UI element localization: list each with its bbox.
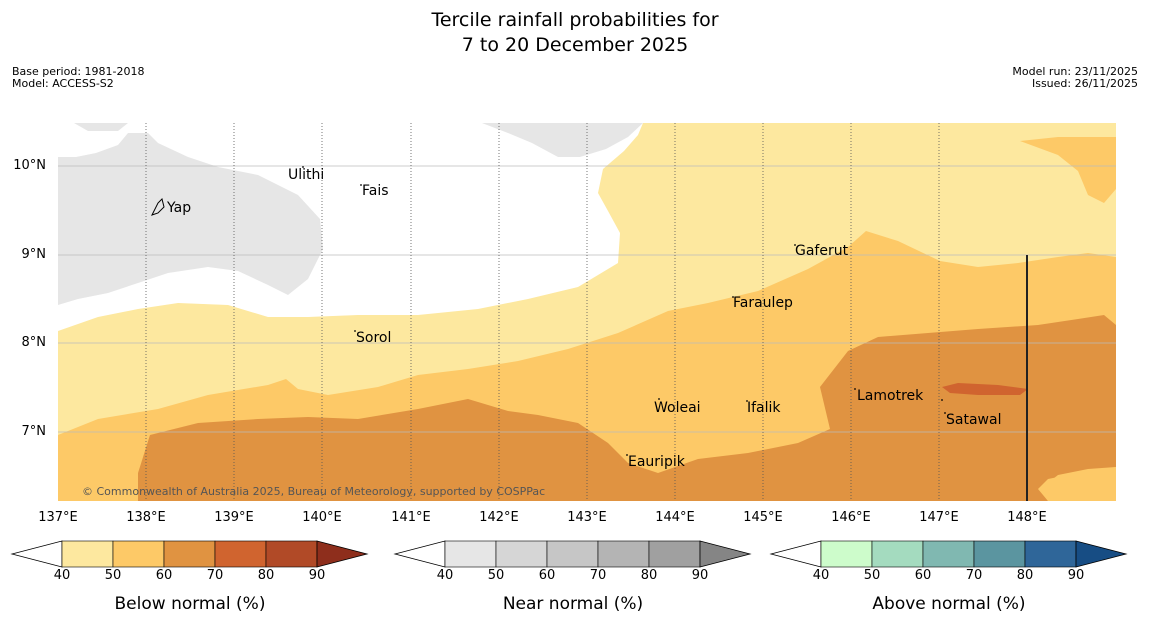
lon-label-141e: 141°E bbox=[391, 510, 431, 525]
place-label-eauripik: Eauripik bbox=[628, 454, 685, 470]
colorbar-segment bbox=[648, 540, 701, 568]
place-label-fais: Fais bbox=[362, 183, 389, 199]
issued-date: Issued: 26/11/2025 bbox=[1031, 77, 1138, 90]
meta-right: Model run: 23/11/2025 Issued: 26/11/2025 bbox=[1012, 66, 1138, 90]
lon-label-145e: 145°E bbox=[743, 510, 783, 525]
rainfall-map bbox=[58, 123, 1116, 501]
colorbar-tick-label: 60 bbox=[914, 568, 932, 583]
place-label-ulithi: Ulithi bbox=[288, 167, 325, 183]
colorbar-tick-label: 40 bbox=[812, 568, 830, 583]
lon-gridlines bbox=[145, 123, 940, 501]
colorbar-segment bbox=[444, 540, 497, 568]
colorbar-tick-label: 80 bbox=[257, 568, 275, 583]
colorbar-extend-low bbox=[10, 540, 63, 568]
region-below-50-60-ne bbox=[1020, 137, 1116, 203]
colorbar-title-above: Above normal (%) bbox=[872, 594, 1026, 614]
colorbar-tick-label: 60 bbox=[538, 568, 556, 583]
colorbar-extend-high bbox=[699, 540, 752, 568]
colorbar-tick-label: 90 bbox=[308, 568, 326, 583]
base-period: Base period: 1981-2018 bbox=[12, 65, 145, 78]
colorbar-segment bbox=[495, 540, 548, 568]
lon-label-148e: 148°E bbox=[1007, 510, 1047, 525]
place-markers bbox=[302, 166, 946, 456]
region-near-40-50-nw bbox=[74, 123, 128, 131]
colorbar-tick-label: 50 bbox=[487, 568, 505, 583]
colorbar-segment bbox=[546, 540, 599, 568]
model-run: Model run: 23/11/2025 bbox=[1012, 65, 1138, 78]
colorbar-segment bbox=[163, 540, 216, 568]
colorbar-extend-high bbox=[316, 540, 369, 568]
colorbar-below-normal bbox=[10, 540, 369, 568]
copyright-text: © Commonwealth of Australia 2025, Bureau… bbox=[82, 485, 546, 498]
colorbar-tick-label: 50 bbox=[104, 568, 122, 583]
region-near-40-50-west bbox=[58, 133, 323, 305]
place-label-woleai: Woleai bbox=[654, 400, 701, 416]
colorbar-segment bbox=[265, 540, 318, 568]
lon-label-144e: 144°E bbox=[655, 510, 695, 525]
lon-label-138e: 138°E bbox=[126, 510, 166, 525]
region-below-60-70 bbox=[138, 315, 1116, 501]
colorbar-tick-label: 60 bbox=[155, 568, 173, 583]
colorbar-tick-label: 40 bbox=[53, 568, 71, 583]
place-label-satawal: Satawal bbox=[946, 412, 1002, 428]
colorbar-tick-label: 40 bbox=[436, 568, 454, 583]
colorbar-segment bbox=[214, 540, 267, 568]
colorbar-segment bbox=[112, 540, 165, 568]
lon-label-146e: 146°E bbox=[831, 510, 871, 525]
place-label-sorol: Sorol bbox=[356, 330, 392, 346]
colorbar-tick-label: 50 bbox=[863, 568, 881, 583]
model-name: Model: ACCESS-S2 bbox=[12, 77, 114, 90]
colorbar-title-below: Below normal (%) bbox=[114, 594, 266, 614]
colorbar-title-near: Near normal (%) bbox=[502, 594, 644, 614]
colorbar-segment bbox=[973, 540, 1026, 568]
place-label-gaferut: Gaferut bbox=[795, 243, 849, 259]
colorbar-segment bbox=[922, 540, 975, 568]
place-label-ifalik: Ifalik bbox=[747, 400, 781, 416]
colorbar-near-normal bbox=[393, 540, 752, 568]
lon-label-139e: 139°E bbox=[214, 510, 254, 525]
colorbar-segment bbox=[597, 540, 650, 568]
region-below-50-60-se bbox=[1040, 467, 1116, 501]
colorbar-tick-label: 70 bbox=[965, 568, 983, 583]
lon-label-142e: 142°E bbox=[479, 510, 519, 525]
place-label-yap: Yap bbox=[167, 200, 192, 216]
colorbar-above-normal bbox=[769, 540, 1128, 568]
colorbar-tick-label: 90 bbox=[1067, 568, 1085, 583]
lat-label-7n: 7°N bbox=[21, 424, 47, 439]
colorbars bbox=[10, 540, 1128, 568]
colorbar-segment bbox=[1024, 540, 1077, 568]
colorbar-tick-label: 90 bbox=[691, 568, 709, 583]
lon-label-137e: 137°E bbox=[38, 510, 78, 525]
meta-left: Base period: 1981-2018 Model: ACCESS-S2 bbox=[12, 66, 144, 90]
lat-label-8n: 8°N bbox=[21, 335, 47, 350]
colorbar-segment bbox=[820, 540, 873, 568]
lon-label-143e: 143°E bbox=[567, 510, 607, 525]
colorbar-tick-label: 70 bbox=[206, 568, 224, 583]
chart-title: Tercile rainfall probabilities for 7 to … bbox=[0, 8, 1150, 58]
colorbar-tick-label: 80 bbox=[1016, 568, 1034, 583]
lon-label-147e: 147°E bbox=[919, 510, 959, 525]
colorbar-extend-low bbox=[769, 540, 822, 568]
lon-label-140e: 140°E bbox=[302, 510, 342, 525]
colorbar-segment bbox=[871, 540, 924, 568]
title-line-1: Tercile rainfall probabilities for bbox=[431, 9, 719, 31]
region-near-40-50-north bbox=[482, 123, 643, 157]
title-line-2: 7 to 20 December 2025 bbox=[461, 34, 689, 56]
colorbar-tick-label: 80 bbox=[640, 568, 658, 583]
colorbar-tick-label: 70 bbox=[589, 568, 607, 583]
colorbar-extend-high bbox=[1075, 540, 1128, 568]
region-below-70-80 bbox=[942, 383, 1028, 395]
colorbar-extend-low bbox=[393, 540, 446, 568]
lat-label-9n: 9°N bbox=[21, 247, 47, 262]
yap-island bbox=[151, 198, 165, 216]
colorbar-segment bbox=[61, 540, 114, 568]
place-label-lamotrek: Lamotrek bbox=[857, 388, 924, 404]
place-label-faraulep: Faraulep bbox=[733, 295, 793, 311]
lat-label-10n: 10°N bbox=[13, 158, 46, 173]
